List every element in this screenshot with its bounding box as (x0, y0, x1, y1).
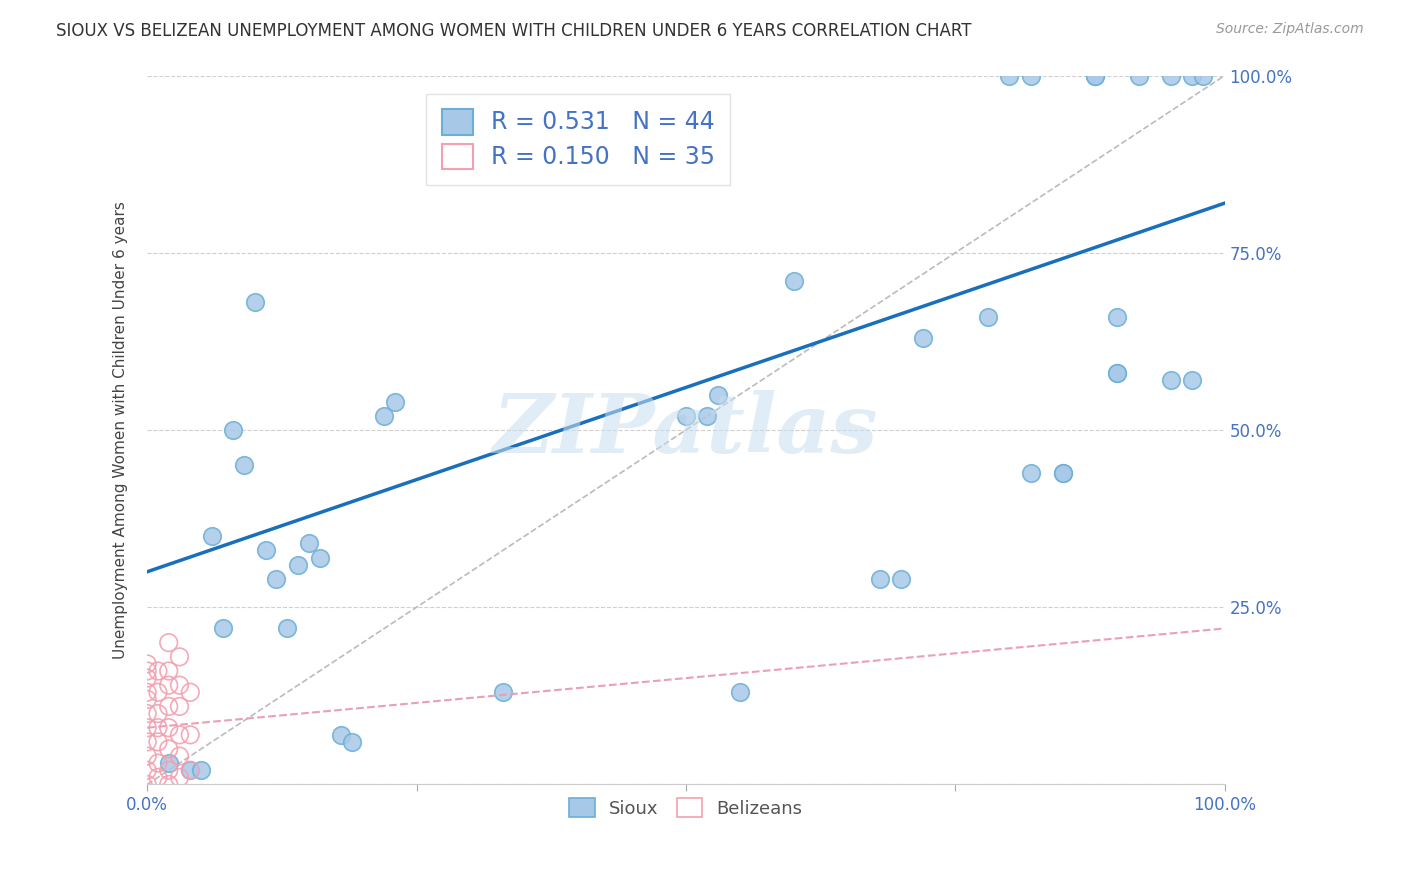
Point (243, 295, 266, 310)
Point (340, 735, 363, 749)
Point (136, 764, 159, 778)
Point (298, 536, 321, 550)
Text: ZIPatlas: ZIPatlas (494, 390, 879, 470)
Point (169, 749, 191, 764)
Point (201, 529, 224, 543)
Point (157, 664, 180, 678)
Point (136, 685, 159, 699)
Point (783, 274, 806, 288)
Point (157, 699, 180, 714)
Point (157, 756, 180, 771)
Point (1052, 466, 1074, 480)
Point (136, 657, 159, 671)
Point (233, 458, 256, 473)
Point (169, 728, 191, 742)
Point (1181, 373, 1204, 387)
Point (157, 742, 180, 756)
Point (1084, 69, 1107, 83)
Point (998, 69, 1021, 83)
Point (384, 394, 406, 409)
Point (492, 685, 515, 699)
Point (976, 310, 998, 324)
Point (136, 692, 159, 706)
Point (136, 706, 159, 721)
Point (146, 664, 169, 678)
Point (287, 558, 309, 572)
Point (146, 706, 169, 721)
Point (169, 678, 191, 692)
Point (1192, 69, 1215, 83)
Point (157, 777, 180, 791)
Point (146, 735, 169, 749)
Point (890, 572, 912, 586)
Point (179, 764, 201, 778)
Point (179, 764, 201, 778)
Point (696, 409, 718, 423)
Point (169, 770, 191, 784)
Y-axis label: Unemployment Among Women with Children Under 6 years: Unemployment Among Women with Children U… (114, 201, 128, 659)
Point (254, 543, 277, 558)
Point (146, 756, 169, 771)
Point (1052, 466, 1074, 480)
Point (190, 764, 212, 778)
Point (179, 685, 201, 699)
Point (373, 409, 395, 423)
Point (1105, 366, 1128, 380)
Point (1019, 69, 1042, 83)
Point (276, 622, 298, 636)
Point (136, 777, 159, 791)
Point (136, 671, 159, 685)
Point (146, 770, 169, 784)
Point (157, 635, 180, 649)
Point (136, 735, 159, 749)
Point (1160, 69, 1182, 83)
Point (157, 678, 180, 692)
Point (911, 331, 934, 345)
Point (675, 409, 697, 423)
Point (157, 721, 180, 735)
Point (1128, 69, 1150, 83)
Point (1160, 373, 1182, 387)
Point (266, 572, 288, 586)
Text: Source: ZipAtlas.com: Source: ZipAtlas.com (1216, 22, 1364, 37)
Point (146, 721, 169, 735)
Point (1105, 366, 1128, 380)
Point (222, 423, 245, 437)
Point (157, 764, 180, 778)
Point (169, 649, 191, 664)
Point (1084, 69, 1107, 83)
Point (308, 550, 330, 565)
Text: SIOUX VS BELIZEAN UNEMPLOYMENT AMONG WOMEN WITH CHILDREN UNDER 6 YEARS CORRELATI: SIOUX VS BELIZEAN UNEMPLOYMENT AMONG WOM… (56, 22, 972, 40)
Point (1105, 310, 1128, 324)
Point (146, 685, 169, 699)
Point (330, 728, 353, 742)
Point (728, 685, 751, 699)
Point (707, 387, 730, 401)
Legend: Sioux, Belizeans: Sioux, Belizeans (562, 791, 810, 825)
Point (136, 664, 159, 678)
Point (169, 699, 191, 714)
Point (179, 728, 201, 742)
Point (211, 622, 233, 636)
Point (136, 749, 159, 764)
Point (136, 721, 159, 735)
Point (1019, 466, 1042, 480)
Point (1181, 69, 1204, 83)
Point (869, 572, 891, 586)
